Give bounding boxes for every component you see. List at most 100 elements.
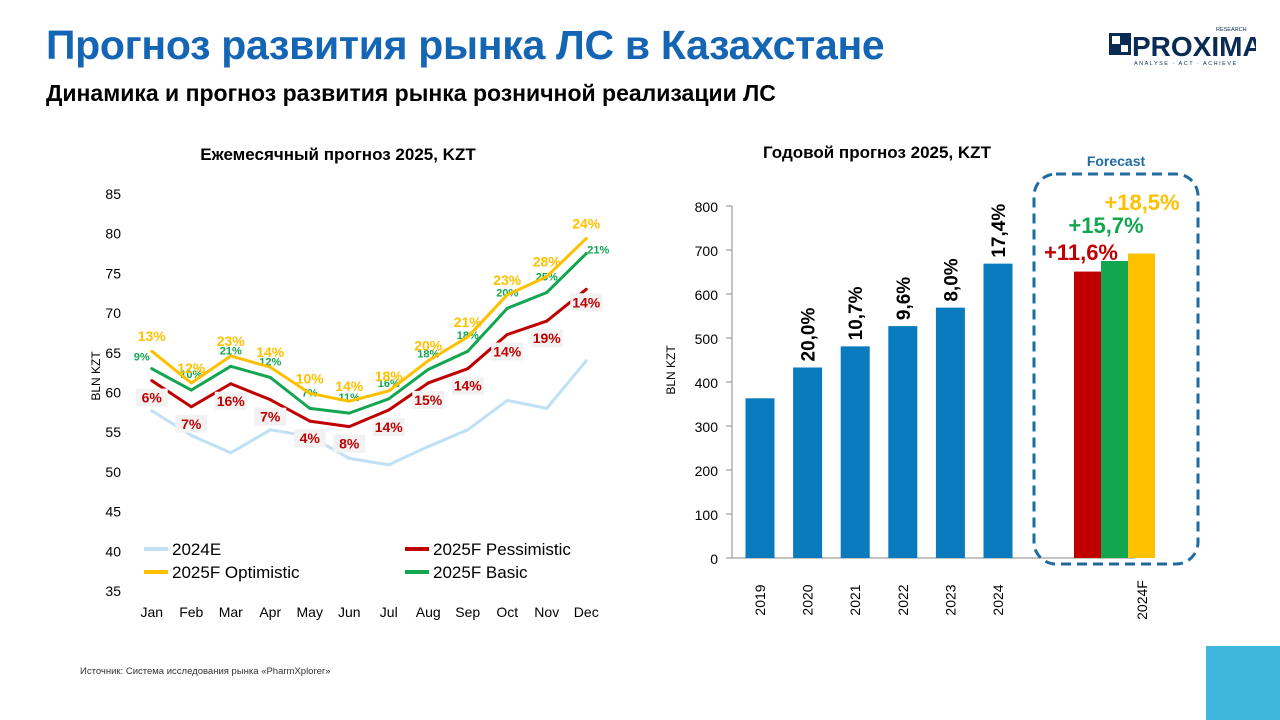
proxima-logo: PROXIMA RESEARCH ANALYSE · ACT · ACHIEVE: [1109, 27, 1256, 67]
y-tick-label: 700: [695, 243, 719, 259]
forecast-growth-label-basic: +15,7%: [1068, 213, 1143, 238]
logo-text: PROXIMA: [1132, 31, 1256, 62]
data-point-pess: [505, 333, 509, 337]
yearly-forecast-bar-chart: Годовой прогноз 2025, KZT BLN KZT 0 100 200 3…: [664, 143, 1200, 620]
corner-accent-box: [1206, 646, 1280, 720]
series-line-opt: [150, 237, 588, 403]
bar-chart-y-axis-label: BLN KZT: [664, 345, 678, 395]
bar-2023: [935, 307, 965, 558]
y-tick-label: 300: [695, 419, 719, 435]
data-point-pess: [268, 398, 272, 402]
data-point-opt: [505, 293, 509, 297]
data-label-pess: 14%: [493, 344, 522, 360]
y-tick-label: 200: [695, 463, 719, 479]
data-label-pess: 14%: [375, 419, 404, 435]
data-label-opt: 14%: [256, 344, 285, 360]
y-tick-label: 65: [105, 345, 121, 361]
data-label-pess: 6%: [142, 390, 163, 406]
x-tick-label: 2019: [752, 584, 768, 615]
x-tick-label: Jul: [380, 604, 398, 620]
bar-2020: [793, 367, 823, 558]
data-label-opt: 23%: [217, 333, 246, 349]
data-label-pess: 7%: [181, 416, 202, 432]
data-label-bg: [254, 407, 287, 426]
data-label-opt: 18%: [375, 368, 404, 384]
y-tick-label: 55: [105, 424, 121, 440]
x-tick-label: Aug: [416, 604, 441, 620]
data-point-e2024: [584, 359, 588, 363]
series-line-basic: [151, 252, 588, 415]
data-point-opt: [466, 335, 470, 339]
x-tick-label: 2022: [895, 584, 911, 615]
growth-label: 8,0%: [941, 258, 962, 301]
y-tick-label: 35: [105, 583, 121, 599]
page-title: Прогноз развития рынка ЛС в Казахстане: [46, 22, 885, 68]
logo-superscript: RESEARCH: [1216, 27, 1247, 33]
data-label-opt: 10%: [296, 370, 325, 386]
data-label-pess: 16%: [217, 393, 246, 409]
data-point-opt: [347, 399, 351, 403]
data-label-bg: [570, 293, 603, 312]
page-subtitle: Динамика и прогноз развития рынка рознич…: [46, 80, 776, 106]
x-tick-label: May: [297, 604, 323, 620]
x-tick-label: Jan: [140, 604, 163, 620]
data-label-opt: 28%: [533, 254, 562, 270]
data-label-bg: [372, 417, 405, 436]
y-tick-label: 500: [695, 331, 719, 347]
data-point-basic: [229, 364, 233, 368]
data-point-opt: [387, 389, 391, 393]
data-point-basic: [387, 397, 391, 401]
data-label-bg: [491, 342, 524, 361]
data-point-opt: [545, 275, 549, 279]
data-point-basic: [189, 388, 193, 392]
data-point-basic: [505, 306, 509, 310]
forecast-bar-optimistic: [1128, 253, 1155, 558]
forecast-label: Forecast: [1087, 153, 1146, 169]
data-label-pess: 19%: [533, 330, 562, 346]
x-tick-label: Sep: [455, 604, 480, 620]
data-point-pess: [466, 367, 470, 371]
data-point-pess: [545, 319, 549, 323]
data-label-bg: [214, 391, 247, 410]
y-tick-label: 800: [695, 199, 719, 215]
y-tick-label: 0: [710, 551, 718, 567]
data-point-pess: [229, 382, 233, 386]
forecast-growth-label-pessimistic: +11,6%: [1044, 240, 1118, 265]
forecast-frame: [1032, 172, 1200, 566]
data-point-basic: [545, 290, 549, 294]
data-point-pess: [189, 405, 193, 409]
data-label-bg: [293, 429, 326, 448]
data-label-pess: 14%: [572, 294, 601, 310]
data-label-bg: [451, 376, 484, 395]
y-tick-label: 75: [105, 265, 121, 281]
bar-2019: [745, 398, 775, 558]
y-tick-label: 50: [105, 464, 121, 480]
data-point-e2024: [545, 406, 549, 410]
bar-chart-title: Годовой прогноз 2025, KZT: [763, 143, 992, 162]
forecast-bar-pessimistic: [1074, 271, 1101, 558]
bar-2021: [840, 346, 870, 558]
line-chart-y-axis-label: BLN KZT: [89, 351, 103, 401]
data-point-pess: [426, 381, 430, 385]
line-chart-title: Ежемесячный прогноз 2025, KZT: [200, 145, 476, 164]
data-point-basic: [466, 349, 470, 353]
legend-label-pess: 2025F Pessimistic: [433, 540, 571, 559]
data-point-pess: [308, 419, 312, 423]
data-point-basic: [584, 252, 588, 256]
growth-label: 9,6%: [894, 277, 915, 320]
data-point-opt: [229, 354, 233, 358]
data-point-basic: [150, 367, 154, 371]
data-label-bg: [530, 329, 563, 348]
data-point-e2024: [426, 444, 430, 448]
x-tick-label: 2020: [800, 584, 816, 615]
x-tick-label: 2021: [847, 584, 863, 615]
data-label-opt: 13%: [138, 328, 167, 344]
x-tick-label: Jun: [338, 604, 361, 620]
data-point-e2024: [189, 433, 193, 437]
series-line-e2024: [150, 359, 588, 467]
data-label-basic: 9%: [134, 352, 150, 364]
forecast-x-tick-label: 2024F: [1134, 580, 1150, 620]
legend-label-opt: 2025F Optimistic: [172, 563, 300, 582]
bar-2024: [983, 263, 1013, 558]
data-point-basic: [268, 375, 272, 379]
